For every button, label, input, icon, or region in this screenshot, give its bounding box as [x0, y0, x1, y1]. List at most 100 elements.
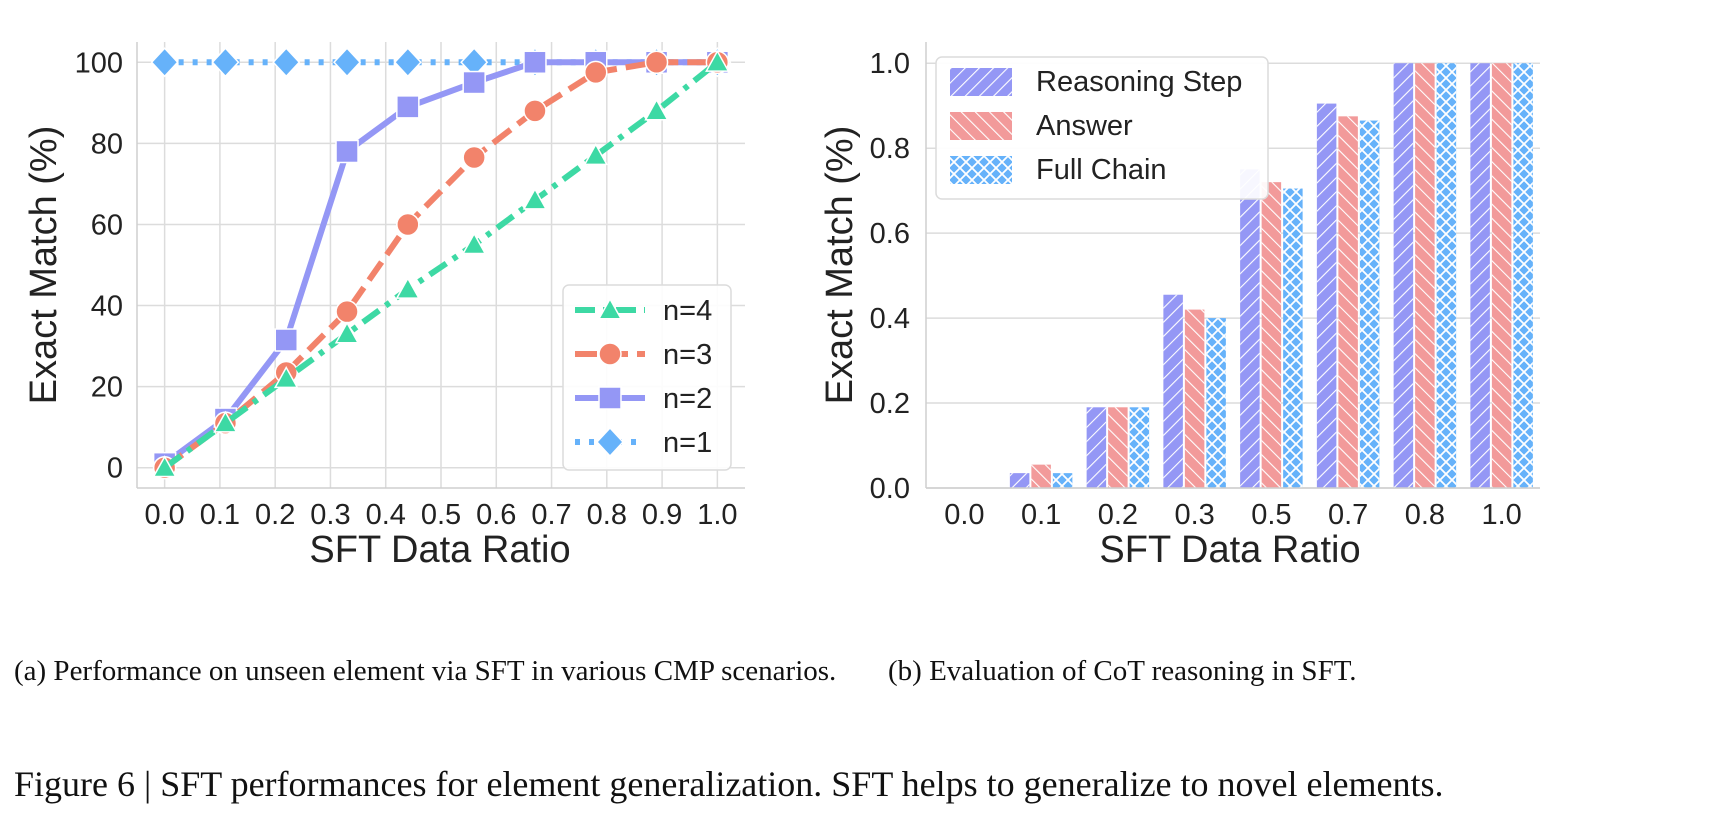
bar-hatch	[1086, 407, 1107, 488]
y-tick-label: 0.8	[870, 133, 910, 165]
axes	[925, 42, 1540, 489]
y-tick-label: 60	[91, 209, 123, 241]
bar	[1108, 407, 1128, 488]
y-tick-label: 20	[91, 372, 123, 404]
legend-item: n=1	[575, 426, 712, 459]
legend-marker	[595, 426, 625, 458]
bars	[1009, 63, 1533, 489]
data-point	[393, 47, 422, 78]
series-n=4	[152, 49, 730, 478]
bar	[1086, 407, 1107, 488]
subcaption-a: (a) Performance on unseen element via SF…	[14, 655, 837, 687]
bar	[1129, 407, 1150, 488]
data-point	[333, 47, 362, 78]
data-point	[705, 49, 730, 72]
y-tick-label: 0.0	[870, 473, 910, 505]
legend-item: Full Chain	[950, 154, 1167, 186]
bar-hatch	[1491, 63, 1512, 488]
data-point	[213, 410, 238, 433]
bar	[1338, 116, 1358, 488]
bar	[1163, 294, 1183, 488]
x-tick-label: 0.8	[1405, 499, 1445, 531]
bar	[1513, 63, 1533, 488]
y-tick-label: 0.4	[870, 303, 910, 335]
series	[150, 47, 732, 480]
bar-hatch	[1031, 464, 1051, 488]
y-tick-label: 80	[91, 128, 123, 160]
x-axis-label: SFT Data Ratio	[309, 529, 570, 571]
x-tick-label: 0.6	[476, 499, 516, 531]
bar	[1283, 188, 1303, 489]
data-point	[273, 365, 299, 389]
legend-swatch-hatch	[950, 112, 1012, 140]
bar-hatch	[1393, 63, 1414, 488]
bar	[1491, 63, 1512, 488]
bar	[1261, 182, 1282, 488]
series-line	[162, 59, 720, 471]
legend-item: n=2	[575, 383, 712, 415]
data-point	[522, 187, 548, 210]
x-axis-label: SFT Data Ratio	[1099, 529, 1360, 571]
legend-item: n=4	[575, 295, 712, 327]
bar-hatch	[1129, 407, 1150, 488]
tick-labels: 0.0 0.1 0.2 0.3 0.4 0.5 0.6 0.7 0.8 0.9 1.0 0 20 40 60…	[75, 47, 738, 531]
y-tick-label: 40	[91, 291, 123, 323]
bar-hatch	[1415, 63, 1435, 488]
x-tick-label: 0.2	[1098, 499, 1138, 531]
y-tick-label: 1.0	[870, 48, 910, 80]
data-point	[523, 50, 547, 75]
bar-hatch	[1184, 309, 1205, 488]
bar	[1359, 120, 1380, 488]
bar-hatch	[1436, 63, 1457, 488]
bar	[1415, 63, 1435, 488]
data-point	[272, 47, 301, 78]
legend-item: Answer	[950, 110, 1133, 142]
data-point	[583, 142, 609, 166]
bar	[1393, 63, 1414, 488]
x-tick-label: 0.7	[1328, 499, 1368, 531]
bar-chart-cot-reasoning: 0.0 0.2 0.4 0.6 0.8 1.0 0.0 0.1 0.2 0.3 0.5 0.7 0.8 1…	[819, 42, 1540, 571]
bar	[1052, 473, 1073, 488]
legend-label: n=4	[663, 295, 712, 327]
bar-hatch	[1316, 103, 1337, 488]
bar-hatch	[1261, 182, 1282, 488]
data-point	[523, 99, 547, 123]
x-tick-label: 0.1	[200, 499, 240, 531]
bar-hatch	[1513, 63, 1533, 488]
x-tick-label: 0.2	[255, 499, 295, 531]
x-tick-label: 0.3	[310, 499, 350, 531]
legend-marker	[598, 342, 622, 366]
data-point	[462, 145, 486, 170]
data-point	[395, 276, 421, 299]
data-point	[584, 60, 608, 85]
bar-hatch	[1283, 188, 1303, 489]
x-tick-label: 0.4	[366, 499, 406, 531]
x-tick-label: 0.1	[1021, 499, 1061, 531]
data-point	[644, 50, 669, 75]
bar-hatch	[1009, 473, 1030, 488]
x-tick-label: 0.3	[1174, 499, 1214, 531]
bar	[1470, 63, 1490, 488]
bar-hatch	[1338, 116, 1358, 488]
legend: Reasoning Step Answer Full Chain	[935, 56, 1269, 200]
bar-hatch	[1470, 63, 1490, 488]
series-line	[162, 59, 718, 467]
y-tick-label: 0	[107, 453, 123, 485]
bar	[1031, 464, 1051, 488]
y-tick-label: 0.6	[870, 218, 910, 250]
x-tick-label: 0.0	[944, 499, 984, 531]
y-tick-label: 0.2	[870, 388, 910, 420]
x-tick-label: 1.0	[697, 499, 737, 531]
axes	[136, 42, 745, 489]
x-tick-label: 0.9	[642, 499, 682, 531]
data-point	[396, 95, 420, 119]
legend-item: Reasoning Step	[950, 66, 1242, 98]
legend-swatch-hatch	[950, 156, 1012, 184]
subcaption-b: (b) Evaluation of CoT reasoning in SFT.	[888, 655, 1357, 687]
bar	[1316, 103, 1337, 488]
data-point	[335, 299, 359, 324]
y-axis-label: Exact Match (%)	[819, 126, 861, 405]
x-tick-label: 0.5	[1251, 499, 1291, 531]
data-point	[152, 455, 177, 478]
bar	[1009, 473, 1030, 488]
